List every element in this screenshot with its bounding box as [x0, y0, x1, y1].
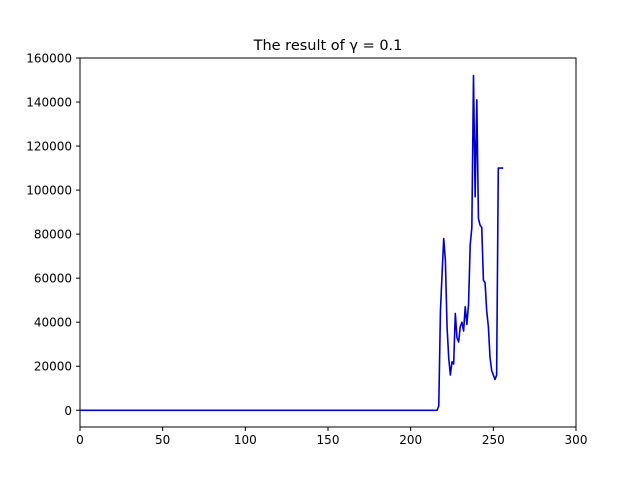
series-line-0	[80, 74, 504, 412]
x-tick-label: 150	[317, 433, 340, 447]
x-tick-label: 300	[565, 433, 588, 447]
y-tick-label: 20000	[34, 360, 72, 374]
y-tick-label: 80000	[34, 228, 72, 242]
x-axis: 0 50 100 150 200 250 300	[76, 427, 587, 447]
x-tick-label: 100	[234, 433, 257, 447]
plot-area	[80, 74, 504, 412]
y-tick-label: 140000	[26, 96, 72, 110]
y-tick-label: 160000	[26, 52, 72, 66]
y-tick-label: 100000	[26, 184, 72, 198]
y-tick-label: 40000	[34, 316, 72, 330]
y-tick-label: 60000	[34, 272, 72, 286]
x-tick-label: 50	[155, 433, 170, 447]
x-tick-label: 200	[399, 433, 422, 447]
x-tick-label: 250	[482, 433, 505, 447]
chart-title: The result of γ = 0.1	[253, 38, 403, 54]
y-axis: 0 20000 40000 60000 80000 100000 120000 140000 1…	[26, 52, 80, 418]
y-tick-label: 120000	[26, 140, 72, 154]
x-tick-label: 0	[76, 433, 84, 447]
y-tick-label: 0	[64, 404, 72, 418]
